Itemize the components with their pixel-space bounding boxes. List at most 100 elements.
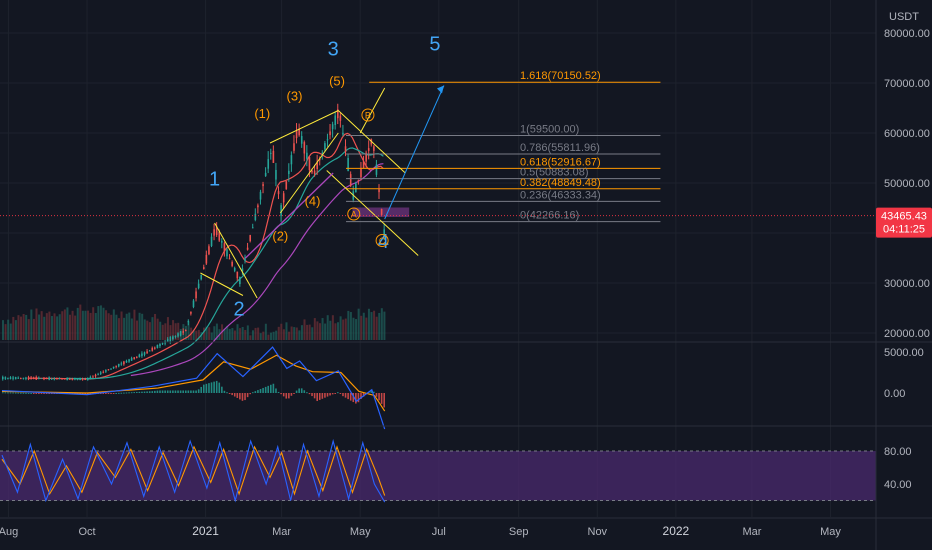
volume-bar (32, 318, 35, 340)
volume-bar (107, 313, 110, 340)
volume-bar (79, 304, 82, 340)
candle-body (383, 229, 386, 237)
wave-circle-label: B (365, 111, 371, 121)
volume-bar (92, 307, 95, 340)
macd-histogram-bar (120, 392, 123, 394)
volume-bar (249, 335, 252, 340)
wave-circle-label: C (379, 236, 386, 246)
volume-bar (102, 307, 105, 340)
macd-histogram-bar (136, 391, 138, 393)
macd-histogram-bar (337, 392, 339, 394)
volume-bar (97, 306, 100, 340)
candle-body (154, 347, 156, 349)
candle-body (97, 374, 99, 376)
volume-bar (20, 316, 23, 340)
time-axis[interactable]: Aug Oct 2021 Mar May Jul Sep Nov 2022 Mar May (0, 524, 841, 538)
candle-body (205, 254, 208, 264)
volume-bar (213, 326, 216, 340)
macd-tick-label: 0.00 (884, 388, 905, 400)
candle-body (275, 169, 277, 180)
volume-bar (349, 312, 352, 340)
macd-histogram-bar (378, 393, 380, 401)
macd-histogram-bar (177, 390, 179, 393)
macd-histogram-bar (236, 393, 239, 398)
macd-histogram-bar (244, 393, 246, 401)
macd-histogram-bar (226, 392, 228, 394)
candle-body (321, 152, 324, 154)
wave-label: 3 (328, 39, 339, 61)
macd-histogram-bar (32, 393, 35, 394)
candle-body (331, 124, 334, 130)
candle-body (267, 159, 270, 169)
macd-histogram-bar (316, 393, 318, 402)
candle-body (172, 336, 174, 340)
macd-histogram-bar (352, 393, 355, 403)
volume-bar (61, 311, 64, 340)
volume-bar (246, 325, 249, 340)
macd-histogram-bar (84, 393, 87, 395)
candle-body (53, 378, 56, 380)
volume-bar (22, 314, 25, 340)
macd-histogram-bar (344, 393, 347, 398)
candle-body (313, 170, 316, 174)
volume-bar (148, 322, 151, 340)
candle-body (20, 378, 22, 380)
volume-bar (50, 316, 53, 340)
macd-histogram-bar (355, 393, 357, 404)
candle-body (58, 378, 61, 380)
macd-histogram-bar (277, 391, 280, 393)
candle-body (236, 271, 239, 279)
candle-body (2, 376, 4, 380)
macd-histogram-bar (107, 393, 110, 394)
volume-bar (12, 316, 15, 340)
wave-label: (1) (254, 106, 270, 121)
volume-bar (48, 311, 51, 340)
volume-bar (69, 314, 72, 340)
macd-histogram-bar (288, 393, 290, 399)
macd-histogram-bar (329, 393, 331, 396)
macd-histogram-bar (20, 392, 22, 394)
macd-histogram-bar (264, 386, 267, 393)
wave-label: 4 (378, 231, 389, 253)
elliott-wave-labels[interactable]: 1 2 3 4 5 (1) (2) (3) (4) (5) A B C (209, 34, 440, 321)
candle-body (303, 142, 306, 154)
stoch-d-line (1, 445, 386, 496)
candle-body (136, 356, 138, 358)
candle-body (262, 184, 264, 187)
volume-bar (365, 317, 368, 340)
fibonacci-extension[interactable]: 1.618(70150.52) 1(59500.00) 0.786(55811.96… (346, 70, 661, 223)
volume-bar (35, 308, 38, 340)
price-axis[interactable]: USDT80000.0070000.0060000.0050000.004000… (884, 11, 930, 491)
trend-line-support (245, 172, 334, 259)
candle-body (326, 139, 329, 141)
volume-bar (272, 331, 275, 340)
volume-bar (30, 309, 33, 340)
macd-histogram-bar (213, 381, 215, 393)
volume-bar (375, 316, 378, 340)
macd-histogram-bar (151, 391, 154, 393)
volume-bar (38, 314, 41, 340)
macd-histogram-bar (373, 391, 375, 393)
macd-histogram-bar (174, 390, 177, 393)
candle-body (218, 232, 221, 241)
candle-body (7, 377, 9, 379)
trend-lines[interactable] (200, 85, 445, 299)
wave-label: (5) (329, 74, 345, 89)
candle-body (143, 352, 146, 355)
candle-body (270, 152, 272, 154)
macd-histogram-bar (123, 392, 125, 394)
volume-bar (99, 305, 102, 340)
volume-bar (197, 329, 200, 340)
candle-body (87, 378, 89, 380)
candle-body (148, 350, 151, 352)
volume-bar (71, 310, 74, 340)
volume-bar (174, 323, 177, 340)
volume-bar (337, 322, 340, 340)
macd-histogram-bar (221, 386, 223, 393)
candle-body (195, 291, 197, 299)
candle-body (246, 247, 249, 250)
macd-histogram-bar (275, 388, 277, 393)
volume-bar (125, 313, 128, 340)
time-tick-label: Oct (78, 526, 95, 538)
